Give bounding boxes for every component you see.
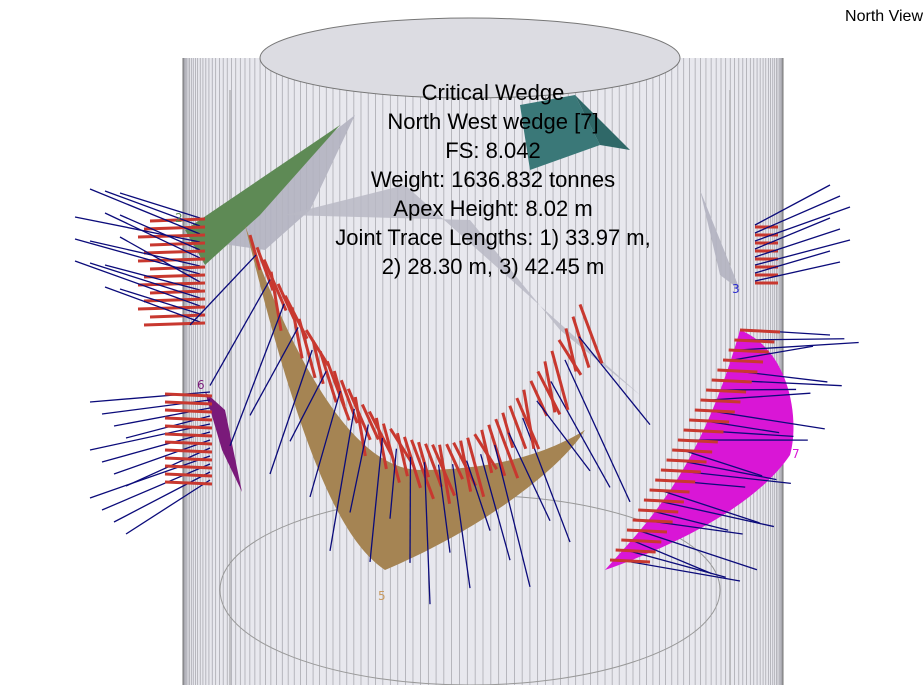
info-wedge-name: North West wedge [7]: [300, 107, 686, 136]
rock-bolt: [165, 482, 212, 484]
rock-bolt: [165, 434, 212, 436]
rock-bolt: [706, 390, 746, 392]
info-trace-lengths-2: 2) 28.30 m, 3) 42.45 m: [300, 252, 686, 281]
critical-wedge-info: Critical Wedge North West wedge [7] FS: …: [300, 78, 686, 281]
rock-bolt: [610, 560, 650, 562]
rock-bolt: [667, 460, 707, 462]
rock-bolt: [138, 307, 205, 309]
rock-bolt: [144, 251, 205, 253]
rock-bolt: [165, 474, 212, 476]
rock-bolt: [165, 442, 212, 444]
rock-bolt: [712, 380, 752, 382]
rock-bolt: [740, 330, 780, 332]
wedge-number-3: 3: [732, 282, 740, 296]
rock-bolt: [717, 370, 757, 372]
rock-bolt: [165, 450, 212, 452]
rock-bolt: [165, 458, 212, 460]
rock-bolt: [700, 400, 740, 402]
rock-bolt: [644, 500, 684, 502]
rock-bolt: [655, 480, 695, 482]
rock-bolt: [672, 450, 712, 452]
rock-bolt: [723, 360, 763, 362]
rock-bolt: [165, 426, 212, 428]
rock-bolt: [138, 283, 205, 285]
rock-bolt: [165, 394, 212, 396]
rock-bolt: [661, 470, 701, 472]
rock-bolt: [144, 323, 205, 325]
rock-bolt: [695, 410, 735, 412]
rock-bolt: [150, 315, 205, 317]
wedge-number-7: 7: [792, 447, 800, 461]
rock-bolt: [150, 243, 205, 245]
rock-bolt: [144, 227, 205, 229]
rock-bolt: [627, 530, 667, 532]
wedge-number-5: 5: [378, 589, 386, 603]
view-label: North View: [845, 8, 923, 26]
wedge-number-2: 2: [175, 211, 183, 225]
rock-bolt: [165, 410, 212, 412]
rock-bolt: [621, 540, 661, 542]
info-weight: Weight: 1636.832 tonnes: [300, 165, 686, 194]
rock-bolt: [165, 466, 212, 468]
info-title: Critical Wedge: [300, 78, 686, 107]
rock-bolt: [165, 418, 212, 420]
rock-bolt: [616, 550, 656, 552]
rock-bolt: [165, 402, 212, 404]
rock-bolt: [734, 340, 774, 342]
rock-bolt: [650, 490, 690, 492]
rock-bolt: [633, 520, 673, 522]
wedge-number-6: 6: [197, 378, 205, 392]
rock-bolt: [144, 275, 205, 277]
info-trace-lengths-1: Joint Trace Lengths: 1) 33.97 m,: [300, 223, 686, 252]
rock-bolt: [729, 350, 769, 352]
info-apex-height: Apex Height: 8.02 m: [300, 194, 686, 223]
rock-bolt: [638, 510, 678, 512]
rock-bolt: [683, 430, 723, 432]
rock-bolt: [689, 420, 729, 422]
info-fs: FS: 8.042: [300, 136, 686, 165]
rock-bolt: [678, 440, 718, 442]
